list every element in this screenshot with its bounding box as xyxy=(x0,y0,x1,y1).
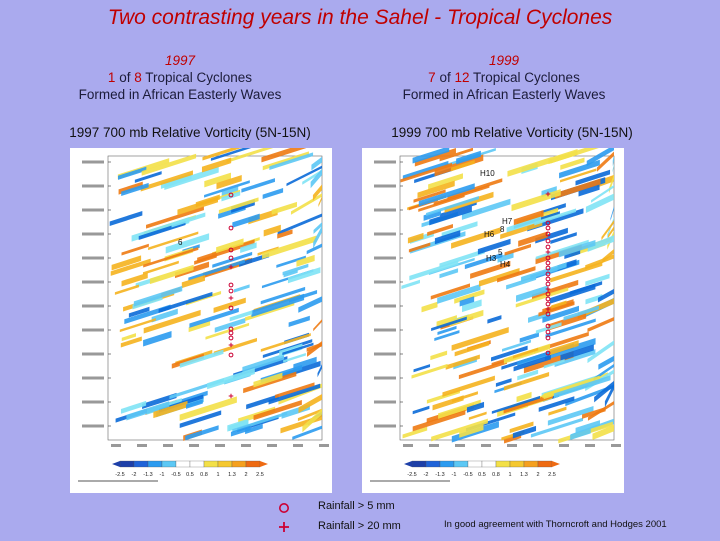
storm-label: H3 xyxy=(486,254,497,263)
colorbar-tick: -1 xyxy=(452,472,457,478)
colorbar-tick: 2.5 xyxy=(548,472,556,478)
colorbar-tick: -0.5 xyxy=(463,472,472,478)
colorbar-tick: -2 xyxy=(132,472,137,478)
right-of: of xyxy=(439,70,451,85)
left-subtitle: Formed in African Easterly Waves xyxy=(78,87,282,102)
colorbar-tick: 2.5 xyxy=(256,472,264,478)
left-count-line: 1 of 8 Tropical Cyclones xyxy=(40,69,320,86)
right-count: 7 xyxy=(428,70,436,85)
storm-label: H7 xyxy=(502,217,513,226)
colorbar-tick: 1.3 xyxy=(228,472,236,478)
left-header: 1997 1 of 8 Tropical Cyclones Formed in … xyxy=(40,52,320,103)
right-panel-title: 1999 700 mb Relative Vorticity (5N-15N) xyxy=(391,125,633,140)
colorbar-tick: 2 xyxy=(244,472,247,478)
legend-circle-marker xyxy=(276,499,296,517)
left-label: Tropical Cyclones xyxy=(145,70,253,85)
slide-title: Two contrasting years in the Sahel - Tro… xyxy=(107,6,613,29)
right-label: Tropical Cyclones xyxy=(473,70,580,85)
colorbar-tick: 2 xyxy=(536,472,539,478)
colorbar-tick: -1.3 xyxy=(435,472,444,478)
left-total: 8 xyxy=(134,70,142,85)
left-year: 1997 xyxy=(164,53,196,68)
left-hovmoller-panel: 6 -2.5 -2 -1.3 -1 -0.5 0.5 0.8 1 1.3 2 2.5 xyxy=(70,148,332,493)
colorbar-tick: -1.3 xyxy=(143,472,152,478)
storm-label: 8 xyxy=(500,225,505,234)
colorbar-tick: 1 xyxy=(508,472,511,478)
storm-label: 5 xyxy=(498,248,503,257)
right-hovmoller-panel: H10 H7 8 H6 5 H3 H4 -2.5 -2 -1.3 -1 -0.5 0.5 0.8 1 1.3… xyxy=(362,148,624,493)
left-hovmoller-plot: 6 -2.5 -2 -1.3 -1 -0.5 0.5 0.8 1 1.3 2 2.5 xyxy=(78,148,329,482)
colorbar-tick: 0.8 xyxy=(492,472,500,478)
left-of: of xyxy=(119,70,131,85)
colorbar-tick: -2 xyxy=(424,472,429,478)
storm-label: H4 xyxy=(500,260,511,269)
right-subtitle: Formed in African Easterly Waves xyxy=(402,87,606,102)
right-year: 1999 xyxy=(488,53,520,68)
left-panel-title: 1997 700 mb Relative Vorticity (5N-15N) xyxy=(69,125,311,140)
colorbar-tick: -0.5 xyxy=(171,472,180,478)
right-count-line: 7 of 12 Tropical Cyclones xyxy=(364,69,644,86)
colorbar-tick: 0.5 xyxy=(186,472,194,478)
legend-circle-label: Rainfall > 5 mm xyxy=(318,500,395,512)
right-total: 12 xyxy=(454,70,470,85)
legend-plus-label: Rainfall > 20 mm xyxy=(318,520,401,532)
colorbar-tick: 1 xyxy=(216,472,219,478)
colorbar-tick: 1.3 xyxy=(520,472,528,478)
left-count: 1 xyxy=(107,70,116,85)
colorbar-tick: -2.5 xyxy=(407,472,416,478)
reference-note: In good agreement with Thorncroft and Ho… xyxy=(444,519,667,530)
legend-plus-marker xyxy=(276,518,296,536)
colorbar-tick: 0.5 xyxy=(478,472,486,478)
storm-label: H6 xyxy=(484,230,495,239)
storm-label: H10 xyxy=(480,169,495,178)
colorbar-tick: 0.8 xyxy=(200,472,208,478)
right-header: 1999 7 of 12 Tropical Cyclones Formed in… xyxy=(364,52,644,103)
colorbar-tick: -1 xyxy=(160,472,165,478)
storm-label: 6 xyxy=(178,238,183,247)
colorbar-tick: -2.5 xyxy=(115,472,124,478)
